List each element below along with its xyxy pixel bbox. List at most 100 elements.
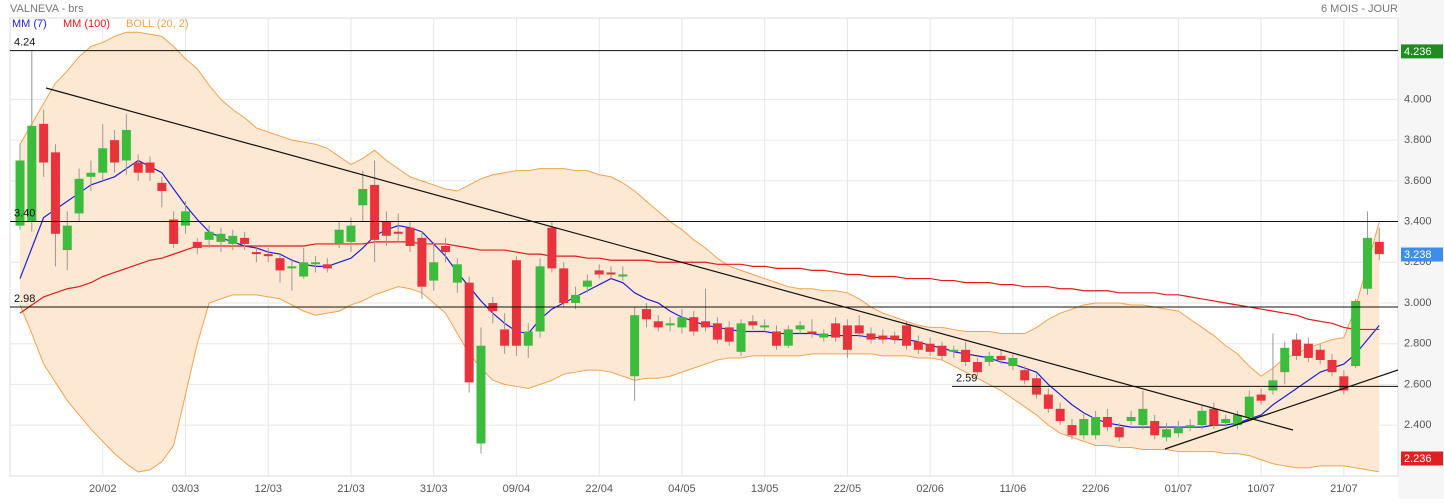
x-tick-label: 20/02 [89,483,117,495]
candle-body [1020,370,1030,381]
candle-body [50,152,60,234]
candle-body [1256,394,1266,401]
candle-body [902,325,911,346]
x-tick-label: 21/07 [1330,483,1358,495]
trend-line [45,87,1294,431]
candle-body [736,323,746,352]
candle-body [299,262,309,277]
candle-body [1339,376,1349,391]
price-tag [1401,247,1443,262]
candle-body [74,178,84,214]
candle-body [39,123,49,163]
candle-body [110,140,120,163]
candle-body [1327,359,1337,373]
price-tag-label: 4.236 [1404,46,1432,58]
y-tick-label: 3.400 [1404,215,1432,227]
candle-body [133,162,143,173]
candle-body [665,323,675,326]
candle-body [216,233,226,242]
candle-body [949,349,959,352]
candle-body [405,227,415,246]
candle-body [441,245,451,253]
level-label: 2.98 [14,293,35,305]
period-label: 6 MOIS - JOUR [1321,3,1398,15]
candle-body [1008,357,1018,367]
candle-body [866,333,876,340]
price-tag [1401,451,1443,466]
candle-body [913,341,923,350]
x-tick-label: 22/05 [834,483,862,495]
candle-body [1244,396,1254,417]
candle-body [1280,347,1290,373]
candle-body [1102,416,1112,428]
candle-body [1055,408,1065,422]
y-tick-label: 3.000 [1404,297,1432,309]
candle-body [1268,380,1278,391]
candle-body [393,231,403,234]
candle-body [500,329,510,346]
bollinger-lower [19,286,1380,473]
moving-average [19,241,1380,331]
candle-body [961,349,971,363]
bollinger-area [20,32,1380,472]
x-tick-label: 04/05 [668,483,696,495]
level-label: 4.24 [14,36,35,48]
candle-body [121,129,131,161]
legend-entry: MM (7) [12,18,47,30]
x-tick-label: 10/07 [1247,483,1275,495]
candle-body [996,355,1006,360]
candle-body [311,262,320,265]
candle-body [429,262,439,281]
legend-entry: BOLL (20, 2) [126,18,189,30]
candle-body [594,270,604,275]
candle-body [381,221,391,236]
candle-body [641,309,651,320]
candle-body [334,229,344,244]
candle-body [62,225,72,251]
candle-body [1162,429,1172,438]
candle-body [760,325,770,328]
candle-body [86,172,96,177]
candle-body [464,282,474,383]
candle-body [180,211,190,226]
candle-body [1150,421,1160,436]
candle-body [606,272,616,275]
candle-body [807,331,817,334]
candle-body [417,237,427,287]
candle-body [1126,416,1136,422]
x-tick-label: 03/03 [172,483,200,495]
candle-body [1114,427,1124,438]
candle-body [228,235,238,244]
candle-body [1173,427,1183,434]
candle-body [204,231,214,240]
y-tick-label: 2.800 [1404,338,1432,350]
candle-body [1362,237,1372,289]
candle-body [984,355,994,363]
candle-body [712,323,722,340]
candle-body [701,321,711,328]
x-tick-label: 21/03 [337,483,365,495]
candle-body [1079,419,1089,436]
candle-body [523,331,533,346]
candle-body [547,227,557,269]
x-tick-label: 31/03 [420,483,448,495]
candle-body [795,325,805,330]
candle-body [854,325,864,334]
candle-body [370,184,380,240]
candle-body [157,182,167,192]
price-tag-label: 3.238 [1404,249,1432,261]
candle-body [819,333,829,338]
x-tick-label: 11/06 [1000,483,1027,495]
candle-body [972,362,982,373]
x-tick-label: 22/06 [1082,483,1110,495]
candle-body [322,264,332,269]
trend-line [1164,369,1399,450]
y-tick-label: 3.800 [1404,134,1432,146]
candle-body [582,280,592,287]
candle-body [169,219,179,244]
candle-body [653,321,663,328]
candle-body [878,335,888,340]
candle-body [346,225,356,242]
